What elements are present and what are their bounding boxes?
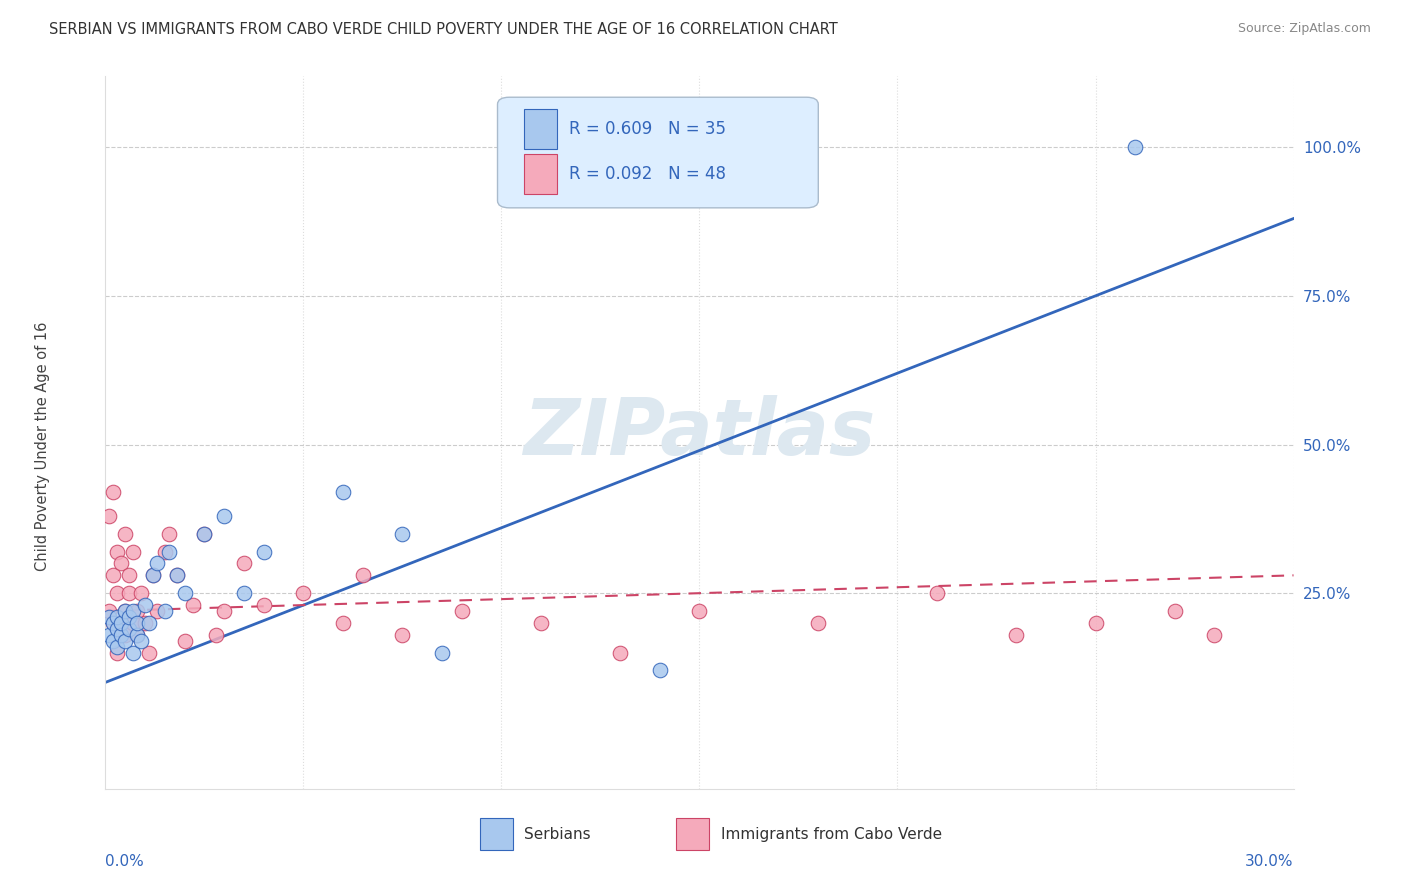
FancyBboxPatch shape <box>676 818 709 850</box>
Point <box>129 633 152 648</box>
Point <box>105 610 128 624</box>
Point <box>127 604 149 618</box>
Point <box>142 568 165 582</box>
Point <box>430 646 453 660</box>
Point <box>127 615 149 630</box>
Point <box>292 586 315 600</box>
Point <box>530 615 553 630</box>
Point <box>157 526 180 541</box>
Point <box>391 526 413 541</box>
Point <box>118 568 141 582</box>
Point <box>103 615 125 630</box>
Point <box>98 508 121 523</box>
Point <box>122 615 145 630</box>
Point <box>114 628 136 642</box>
Point <box>105 646 128 660</box>
Point <box>118 586 141 600</box>
Text: R = 0.092   N = 48: R = 0.092 N = 48 <box>569 165 725 183</box>
Point <box>193 526 215 541</box>
Text: ZIPatlas: ZIPatlas <box>523 394 876 471</box>
Point <box>925 586 948 600</box>
Point <box>1005 628 1028 642</box>
Point <box>127 628 149 642</box>
Point <box>105 544 128 558</box>
Point <box>122 544 145 558</box>
Point <box>105 640 128 654</box>
Point <box>138 646 160 660</box>
Point <box>134 615 156 630</box>
Point <box>253 544 276 558</box>
Text: Immigrants from Cabo Verde: Immigrants from Cabo Verde <box>721 827 942 842</box>
Point <box>233 557 256 571</box>
Point <box>98 610 121 624</box>
Point <box>253 598 276 612</box>
Point <box>214 508 236 523</box>
Point <box>689 604 711 618</box>
Point <box>98 604 121 618</box>
Point <box>142 568 165 582</box>
Point <box>114 526 136 541</box>
Point <box>153 544 176 558</box>
Point <box>173 633 195 648</box>
Point <box>1084 615 1107 630</box>
FancyBboxPatch shape <box>479 818 513 850</box>
Point <box>105 622 128 636</box>
Point <box>1204 628 1226 642</box>
Point <box>157 544 180 558</box>
Point <box>114 604 136 618</box>
Point <box>127 628 149 642</box>
Point <box>233 586 256 600</box>
Point <box>110 557 132 571</box>
Point <box>118 622 141 636</box>
Point <box>118 610 141 624</box>
Text: Serbians: Serbians <box>523 827 591 842</box>
Point <box>110 628 132 642</box>
Point <box>181 598 204 612</box>
Point <box>122 646 145 660</box>
FancyBboxPatch shape <box>523 110 557 149</box>
Point <box>103 568 125 582</box>
Point <box>105 586 128 600</box>
Point <box>1123 140 1146 154</box>
Point <box>134 598 156 612</box>
Point <box>110 615 132 630</box>
Point <box>173 586 195 600</box>
Point <box>138 615 160 630</box>
Point <box>193 526 215 541</box>
Point <box>153 604 176 618</box>
Point <box>214 604 236 618</box>
Text: Child Poverty Under the Age of 16: Child Poverty Under the Age of 16 <box>35 321 49 571</box>
Point <box>166 568 188 582</box>
Point <box>114 633 136 648</box>
Point <box>648 664 671 678</box>
Text: 30.0%: 30.0% <box>1246 854 1294 869</box>
Point <box>332 615 354 630</box>
Point <box>166 568 188 582</box>
Text: R = 0.609   N = 35: R = 0.609 N = 35 <box>569 120 725 138</box>
Point <box>103 485 125 500</box>
Point <box>1164 604 1187 618</box>
Point <box>110 615 132 630</box>
FancyBboxPatch shape <box>498 97 818 208</box>
Point <box>450 604 472 618</box>
Point <box>122 604 145 618</box>
Point <box>103 615 125 630</box>
Point <box>146 557 169 571</box>
Point <box>352 568 374 582</box>
Text: 0.0%: 0.0% <box>105 854 145 869</box>
Point <box>332 485 354 500</box>
Point <box>98 628 121 642</box>
Point <box>609 646 631 660</box>
FancyBboxPatch shape <box>523 154 557 194</box>
Point <box>205 628 228 642</box>
Point <box>114 604 136 618</box>
Text: SERBIAN VS IMMIGRANTS FROM CABO VERDE CHILD POVERTY UNDER THE AGE OF 16 CORRELAT: SERBIAN VS IMMIGRANTS FROM CABO VERDE CH… <box>49 22 838 37</box>
Point <box>146 604 169 618</box>
Point <box>103 633 125 648</box>
Point <box>129 586 152 600</box>
Text: Source: ZipAtlas.com: Source: ZipAtlas.com <box>1237 22 1371 36</box>
Point <box>391 628 413 642</box>
Point <box>807 615 830 630</box>
